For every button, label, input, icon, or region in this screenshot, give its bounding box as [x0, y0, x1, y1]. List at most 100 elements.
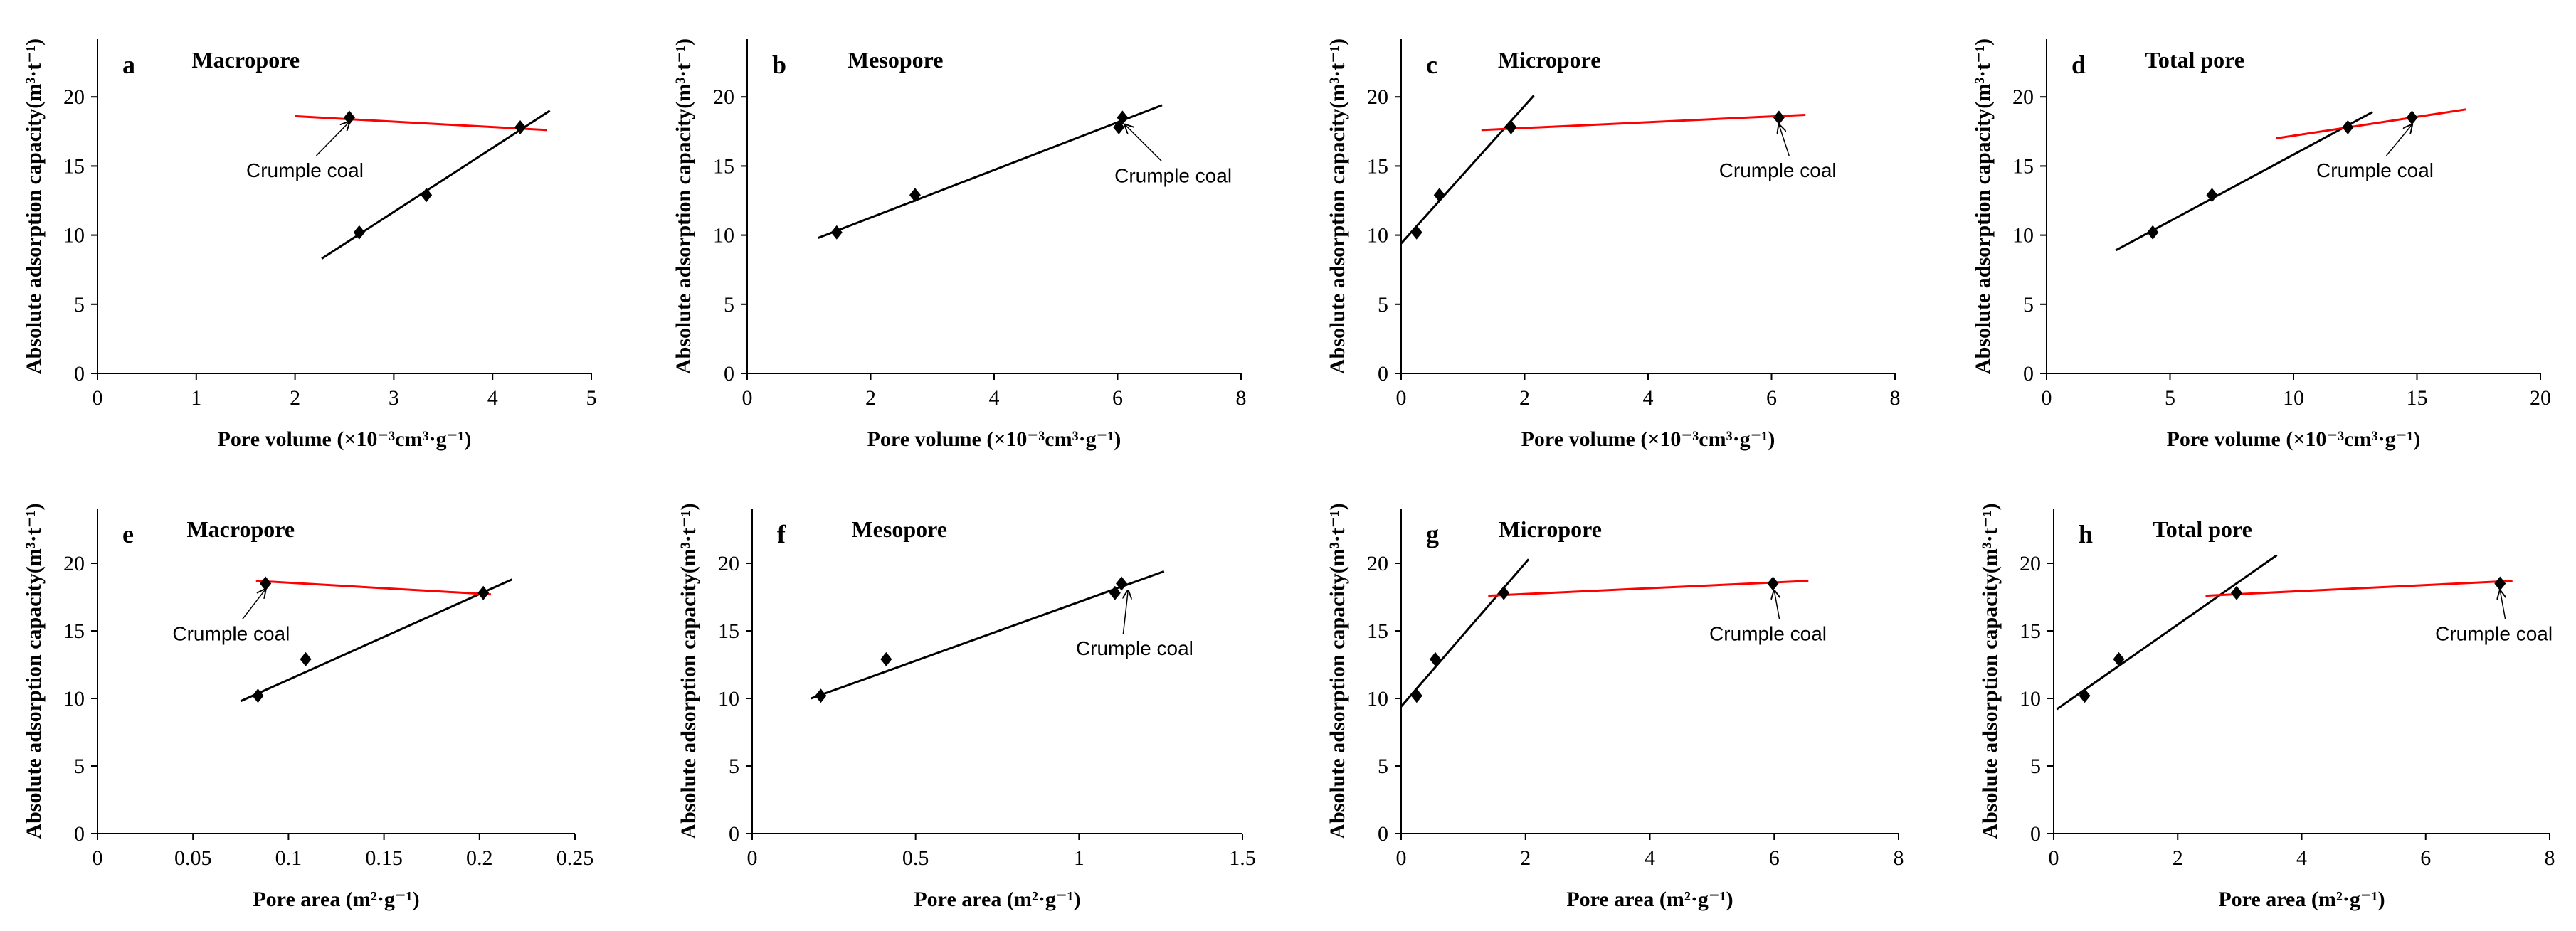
- y-tick-label: 5: [2023, 293, 2034, 316]
- annotation-arrow: [242, 589, 265, 619]
- x-tick-label: 0.05: [174, 846, 212, 870]
- trend-line-fit: [1400, 558, 1530, 708]
- x-axis-title: Pore volume (×10⁻³cm³·g⁻¹): [218, 427, 472, 451]
- panel-c: 0 5 10 15 20 0 2 4 6 8 Pore volume (×10⁻³cm³·g⁻¹) A…: [1326, 38, 1901, 451]
- annotation-arrow: [315, 122, 349, 156]
- x-axis-title: Pore area (m²·g⁻¹): [2218, 888, 2385, 911]
- y-tick-label: 15: [2020, 619, 2041, 643]
- y-tick-label: 0: [1378, 822, 1388, 846]
- panel-b: 0 5 10 15 20 0 2 4 6 8 Pore volume (×10⁻³cm³·g⁻¹) A…: [672, 38, 1247, 451]
- trend-line-fit: [240, 578, 513, 703]
- x-tick-label: 0.1: [275, 846, 302, 870]
- annotation-arrow: [2500, 590, 2505, 619]
- x-tick-label: 4: [2296, 846, 2307, 870]
- data-point: [2406, 110, 2418, 125]
- y-tick-label: 20: [63, 552, 85, 575]
- panel-f: 0 5 10 15 20 0 0.5 1 1.5 Pore area (m²·g⁻¹) Absolu…: [677, 503, 1256, 911]
- x-tick-label: 6: [1112, 386, 1123, 410]
- data-point: [880, 651, 892, 666]
- x-tick-label: 0: [1396, 386, 1407, 410]
- x-tick-label: 3: [389, 386, 399, 410]
- x-tick-label: 0.2: [466, 846, 493, 870]
- y-tick-label: 5: [724, 293, 734, 316]
- data-point: [1410, 225, 1422, 240]
- annotation-label: Crumple coal: [1709, 622, 1827, 644]
- data-point: [2231, 585, 2243, 600]
- y-tick-label: 20: [1367, 552, 1388, 575]
- y-tick-label: 10: [63, 687, 85, 711]
- panel-letter: e: [122, 520, 134, 548]
- annotation-label: Crumple coal: [246, 159, 364, 181]
- trend-line-fit-crumple: [255, 580, 491, 596]
- data-point: [260, 576, 272, 591]
- trend-line-fit-crumple: [2276, 108, 2467, 140]
- data-point: [1498, 585, 1510, 600]
- y-tick-label: 10: [713, 224, 734, 248]
- trend-line-fit-crumple: [295, 115, 547, 132]
- y-tick-label: 20: [718, 552, 739, 575]
- panel-title: Mesopore: [848, 47, 943, 73]
- data-point: [1410, 688, 1422, 703]
- y-tick-label: 10: [718, 687, 739, 711]
- annotation-arrow: [1125, 124, 1163, 162]
- y-tick-label: 0: [729, 822, 739, 846]
- panel-title: Macropore: [191, 47, 300, 73]
- annotation-arrow: [1123, 590, 1128, 634]
- y-tick-label: 15: [63, 154, 85, 178]
- panel-letter: c: [1426, 50, 1437, 79]
- x-tick-label: 0: [2049, 846, 2059, 870]
- y-tick-label: 0: [2023, 362, 2034, 385]
- panel-d: 0 5 10 15 20 0 5 10 15 20 Pore volume (×10⁻³cm³·g⁻…: [1971, 38, 2551, 451]
- x-tick-label: 8: [1894, 846, 1904, 870]
- x-tick-label: 8: [1890, 386, 1901, 410]
- x-axis-title: Pore volume (×10⁻³cm³·g⁻¹): [867, 427, 1121, 451]
- x-tick-label: 6: [2420, 846, 2431, 870]
- annotation-label: Crumple coal: [1114, 165, 1232, 187]
- trend-line-fit: [321, 110, 551, 260]
- x-axis-title: Pore volume (×10⁻³cm³·g⁻¹): [1521, 427, 1775, 451]
- y-tick-label: 15: [713, 154, 734, 178]
- panel-a: 0 5 10 15 20 0 1 2 3 4 5 Pore volume (×10⁻³cm³·g⁻¹)…: [22, 38, 597, 451]
- y-tick-label: 15: [2012, 154, 2034, 178]
- data-point: [1109, 585, 1121, 600]
- data-point: [514, 119, 527, 134]
- annotation-label: Crumple coal: [2316, 159, 2434, 181]
- x-axis-title: Pore area (m²·g⁻¹): [253, 888, 419, 911]
- x-tick-label: 0: [742, 386, 753, 410]
- annotation-arrow: [1774, 590, 1779, 619]
- y-axis-title: Absolute adsorption capacity(m³·t⁻¹): [1971, 38, 1995, 374]
- x-axis-title: Pore area (m²·g⁻¹): [1566, 888, 1733, 911]
- data-point: [1773, 110, 1785, 125]
- x-tick-label: 8: [1236, 386, 1247, 410]
- y-tick-label: 15: [718, 619, 739, 643]
- x-tick-label: 2: [1519, 386, 1530, 410]
- y-tick-label: 20: [2012, 85, 2034, 109]
- annotation-arrow: [2385, 124, 2412, 156]
- trend-line-fit-crumple: [1481, 113, 1806, 132]
- panel-title: Total pore: [2153, 516, 2252, 542]
- trend-line-fit-crumple: [2205, 580, 2513, 597]
- x-tick-label: 10: [2283, 386, 2304, 410]
- x-tick-label: 20: [2530, 386, 2551, 410]
- x-tick-label: 4: [1643, 386, 1654, 410]
- y-tick-label: 15: [1367, 619, 1388, 643]
- x-tick-label: 6: [1769, 846, 1780, 870]
- y-tick-label: 10: [63, 224, 85, 248]
- y-tick-label: 5: [1378, 755, 1388, 778]
- y-axis-title: Absolute adsorption capacity(m³·t⁻¹): [672, 38, 695, 374]
- panel-letter: g: [1426, 520, 1439, 548]
- y-tick-label: 5: [1378, 293, 1388, 316]
- data-point: [1430, 651, 1442, 666]
- y-tick-label: 5: [2030, 755, 2041, 778]
- data-point: [2147, 225, 2159, 240]
- y-axis-title: Absolute adsorption capacity(m³·t⁻¹): [22, 38, 46, 374]
- y-tick-label: 15: [63, 619, 85, 643]
- y-axis-title: Absolute adsorption capacity(m³·t⁻¹): [1978, 503, 2002, 839]
- x-tick-label: 1.5: [1229, 846, 1256, 870]
- y-tick-label: 10: [2012, 224, 2034, 248]
- data-point: [1117, 110, 1129, 125]
- data-point: [300, 651, 312, 666]
- x-tick-label: 15: [2407, 386, 2428, 410]
- y-tick-label: 0: [2030, 822, 2041, 846]
